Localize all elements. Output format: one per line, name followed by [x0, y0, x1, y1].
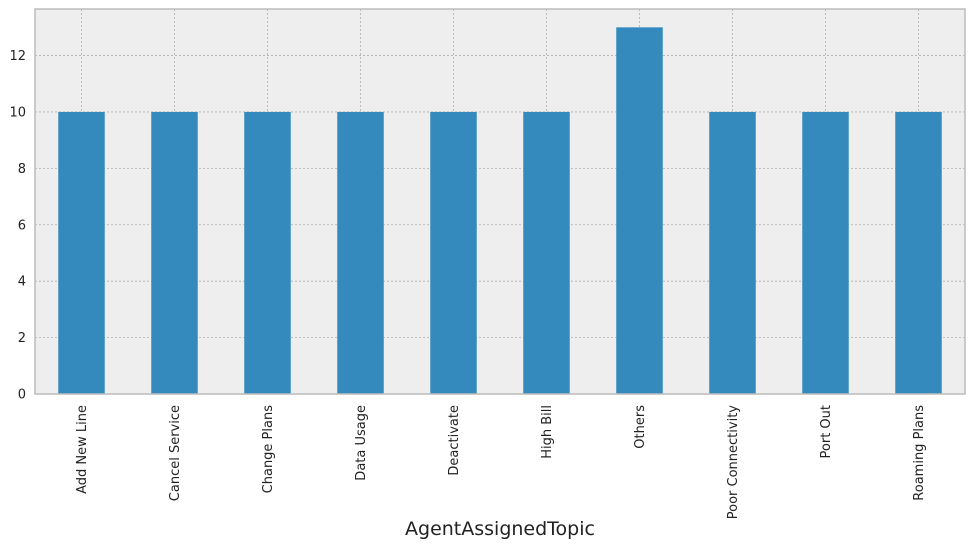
x-axis-title: AgentAssignedTopic: [405, 518, 595, 540]
bar: [337, 111, 384, 394]
bar: [430, 111, 477, 394]
x-tick-label: Add New Line: [75, 405, 90, 494]
x-tick-label: Cancel Service: [168, 405, 183, 501]
y-tick-label: 4: [18, 275, 26, 290]
x-tick-label: Deactivate: [447, 405, 462, 476]
plot-frame: [34, 8, 966, 395]
bar: [244, 111, 291, 394]
x-tick-label: Poor Connectivity: [726, 405, 741, 520]
y-tick-label: 6: [18, 218, 26, 233]
bars: [58, 27, 942, 394]
x-tick-label: Change Plans: [261, 405, 276, 494]
x-tick-label: Data Usage: [354, 405, 369, 481]
y-axis-ticks: 0 2 4 6 8 10 12: [9, 49, 26, 402]
bar: [58, 111, 105, 394]
bar: [895, 111, 942, 394]
bar: [523, 111, 570, 394]
x-axis-ticks: Add New Line Cancel Service Change Plans Da…: [75, 405, 927, 520]
bar: [616, 27, 663, 394]
x-tick-label: Others: [633, 405, 648, 449]
x-tick-label: High Bill: [540, 405, 555, 459]
y-tick-label: 8: [18, 162, 26, 177]
bar: [151, 111, 198, 394]
y-tick-label: 10: [9, 105, 26, 120]
y-tick-label: 2: [18, 331, 26, 346]
y-tick-label: 12: [9, 49, 26, 64]
x-tick-label: Port Out: [819, 405, 834, 458]
bar: [802, 111, 849, 394]
y-tick-label: 0: [18, 388, 26, 403]
x-tick-label: Roaming Plans: [912, 405, 927, 501]
bar: [709, 111, 756, 394]
